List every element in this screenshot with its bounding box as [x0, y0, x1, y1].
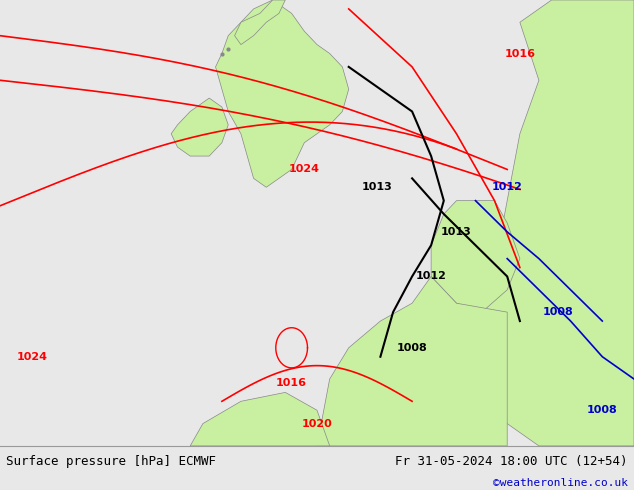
Text: 1016: 1016	[505, 49, 535, 58]
Polygon shape	[171, 98, 228, 156]
Text: ©weatheronline.co.uk: ©weatheronline.co.uk	[493, 478, 628, 489]
Polygon shape	[190, 392, 330, 446]
Text: 1016: 1016	[276, 378, 307, 389]
Text: 1013: 1013	[362, 182, 392, 192]
Polygon shape	[235, 0, 285, 45]
Polygon shape	[456, 0, 634, 446]
Text: 1024: 1024	[289, 165, 320, 174]
Text: Surface pressure [hPa] ECMWF: Surface pressure [hPa] ECMWF	[6, 455, 216, 468]
Text: 1008: 1008	[587, 405, 618, 415]
Polygon shape	[317, 276, 507, 446]
Text: 1008: 1008	[397, 343, 427, 353]
Text: 1013: 1013	[441, 227, 472, 237]
Text: 1012: 1012	[492, 182, 522, 192]
Polygon shape	[431, 201, 520, 312]
Polygon shape	[216, 0, 349, 187]
Text: 1012: 1012	[416, 271, 446, 281]
Text: 1008: 1008	[543, 307, 573, 317]
Text: Fr 31-05-2024 18:00 UTC (12+54): Fr 31-05-2024 18:00 UTC (12+54)	[395, 455, 628, 468]
Text: 1024: 1024	[16, 352, 47, 362]
Text: 1020: 1020	[302, 418, 332, 429]
